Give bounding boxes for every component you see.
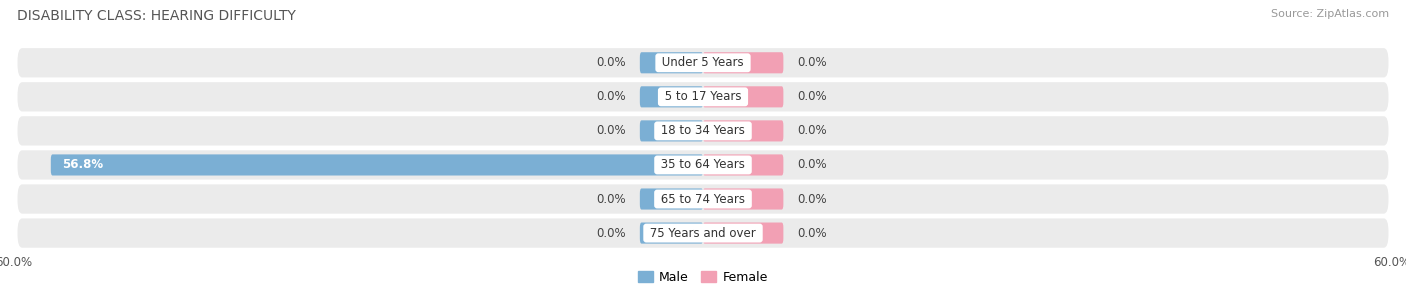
FancyBboxPatch shape [17,218,1389,248]
FancyBboxPatch shape [640,52,703,73]
Text: 18 to 34 Years: 18 to 34 Years [657,124,749,137]
Text: 0.0%: 0.0% [596,56,626,69]
Text: DISABILITY CLASS: HEARING DIFFICULTY: DISABILITY CLASS: HEARING DIFFICULTY [17,9,295,23]
FancyBboxPatch shape [703,154,783,175]
FancyBboxPatch shape [640,120,703,142]
Text: 0.0%: 0.0% [596,90,626,103]
Text: 0.0%: 0.0% [797,227,827,239]
FancyBboxPatch shape [640,223,703,244]
Legend: Male, Female: Male, Female [633,266,773,289]
Text: 0.0%: 0.0% [596,192,626,206]
FancyBboxPatch shape [17,82,1389,112]
FancyBboxPatch shape [703,86,783,107]
Text: 0.0%: 0.0% [596,227,626,239]
Text: 0.0%: 0.0% [797,90,827,103]
Text: 0.0%: 0.0% [797,124,827,137]
Text: 65 to 74 Years: 65 to 74 Years [657,192,749,206]
FancyBboxPatch shape [51,154,703,175]
Text: 56.8%: 56.8% [62,159,104,171]
FancyBboxPatch shape [703,120,783,142]
FancyBboxPatch shape [640,86,703,107]
Text: Source: ZipAtlas.com: Source: ZipAtlas.com [1271,9,1389,19]
FancyBboxPatch shape [703,188,783,210]
Text: 0.0%: 0.0% [596,124,626,137]
Text: 35 to 64 Years: 35 to 64 Years [657,159,749,171]
Text: 0.0%: 0.0% [797,56,827,69]
FancyBboxPatch shape [640,188,703,210]
Text: Under 5 Years: Under 5 Years [658,56,748,69]
Text: 0.0%: 0.0% [797,192,827,206]
FancyBboxPatch shape [17,48,1389,77]
FancyBboxPatch shape [703,52,783,73]
FancyBboxPatch shape [703,223,783,244]
Text: 0.0%: 0.0% [797,159,827,171]
FancyBboxPatch shape [17,116,1389,145]
Text: 75 Years and over: 75 Years and over [647,227,759,239]
FancyBboxPatch shape [17,184,1389,214]
Text: 5 to 17 Years: 5 to 17 Years [661,90,745,103]
FancyBboxPatch shape [17,150,1389,180]
